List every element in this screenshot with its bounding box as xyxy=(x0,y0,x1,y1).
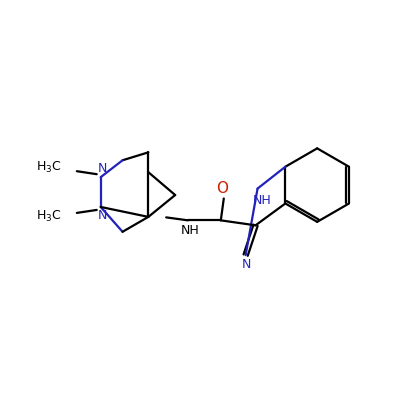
Text: NH: NH xyxy=(181,224,200,237)
Text: N: N xyxy=(98,209,107,222)
Text: NH: NH xyxy=(253,194,272,207)
Text: H$_3$C: H$_3$C xyxy=(36,209,62,224)
Text: N: N xyxy=(98,162,107,175)
Text: O: O xyxy=(216,181,228,196)
Text: N: N xyxy=(242,258,251,270)
Text: H$_3$C: H$_3$C xyxy=(36,160,62,175)
